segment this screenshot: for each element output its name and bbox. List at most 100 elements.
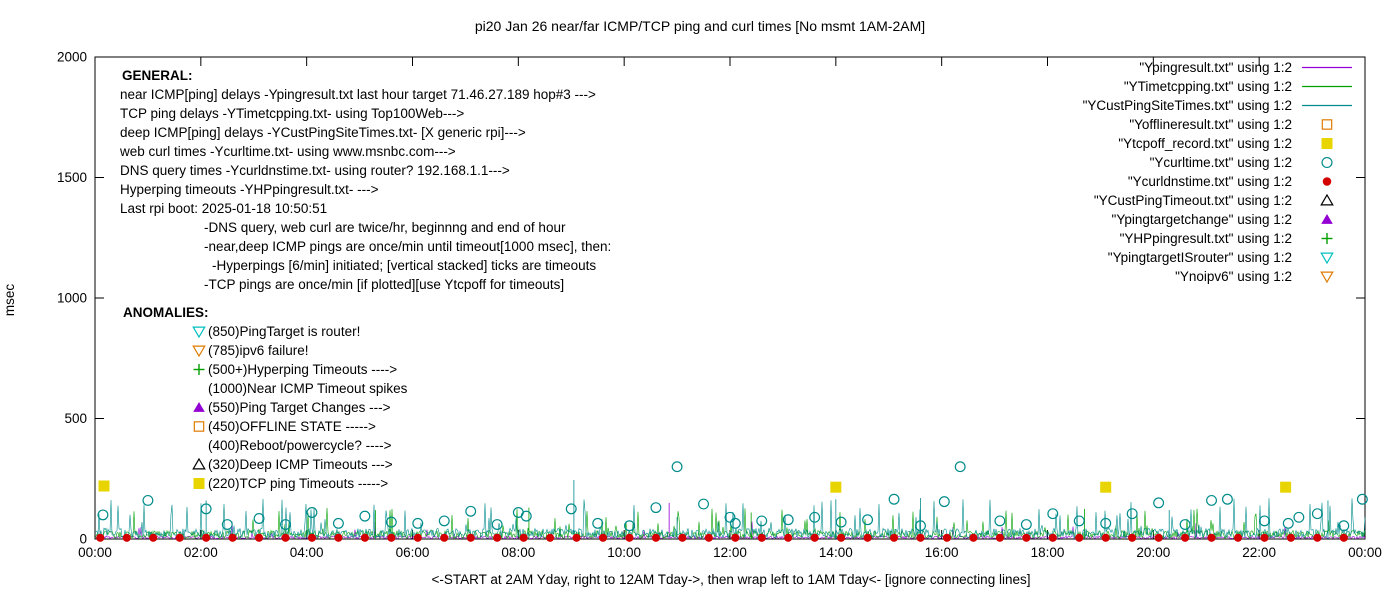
anomaly-item: (320)Deep ICMP Timeouts ---> [208, 457, 393, 472]
marker-open-circle [782, 514, 794, 526]
marker-filled-circle [757, 533, 766, 542]
marker-open-circle [862, 514, 874, 526]
general-line: near ICMP[ping] delays -Ypingresult.txt … [120, 87, 596, 102]
marker-filled-circle [810, 533, 819, 542]
x-tick-label: 18:00 [1031, 545, 1065, 560]
marker-open-circle [1020, 519, 1032, 530]
marker-open-circle [491, 519, 503, 530]
marker-filled-circle [1075, 533, 1084, 542]
marker-open-circle [1321, 156, 1333, 169]
marker-open-circle [809, 511, 821, 523]
marker-open-circle [97, 509, 109, 521]
marker-open-circle [1311, 508, 1323, 520]
marker-filled-circle [837, 533, 846, 542]
marker-filled-circle [493, 533, 502, 542]
marker-open-circle [888, 493, 900, 505]
annotations-block: GENERAL: near ICMP[ping] delays -Ypingres… [119, 68, 611, 491]
marker-open-circle [565, 503, 577, 515]
general-line: -near,deep ICMP pings are once/min until… [204, 239, 611, 254]
general-line: web curl times -Ycurltime.txt- using www… [119, 144, 456, 159]
marker-open-circle [412, 517, 424, 529]
x-axis-label: <-START at 2AM Yday, right to 12AM Tday-… [432, 572, 1031, 587]
plot-area: 0 500 1000 1500 2000 00:00 02:00 04:00 06:00 08:0… [57, 50, 1382, 560]
legend-label: "Ynoipv6" using 1:2 [1175, 269, 1292, 284]
marker-filled-circle [360, 533, 369, 542]
marker-open-circle [359, 510, 371, 522]
marker-open-circle [729, 517, 741, 529]
general-line: Hyperping timeouts -YHPpingresult.txt- -… [120, 182, 379, 197]
series-line-2 [94, 498, 1366, 539]
marker-filled-circle [149, 533, 158, 542]
marker-filled-circle [202, 533, 211, 542]
general-line: -DNS query, web curl are twice/hr, begin… [204, 220, 566, 235]
series-layer [94, 461, 1368, 542]
marker-filled-circle [1181, 533, 1190, 542]
x-tick-label: 00:00 [78, 545, 112, 560]
legend-label: "Ytcpoff_record.txt" using 1:2 [1118, 136, 1292, 151]
y-tick-label: 1000 [57, 291, 87, 306]
marker-filled-circle [784, 533, 793, 542]
marker-open-circle [623, 520, 635, 532]
marker-filled-square [193, 478, 205, 489]
marker-open-circle [1356, 493, 1368, 505]
marker-filled-circle [942, 533, 952, 542]
marker-open-circle [1179, 519, 1191, 530]
marker-filled-circle [440, 533, 449, 542]
marker-filled-circle [1101, 533, 1110, 542]
y-axis-label: msec [2, 284, 17, 317]
anomaly-item: (550)Ping Target Changes ---> [208, 400, 391, 415]
marker-filled-circle [1313, 533, 1322, 542]
marker-open-circle [221, 519, 233, 530]
general-line: -Hyperpings [6/min] initiated; [vertical… [212, 258, 596, 273]
anomaly-item: (785)ipv6 failure! [208, 343, 309, 358]
marker-open-circle [938, 496, 950, 508]
marker-open-circle [915, 520, 926, 532]
legend-label: "Ypingtargetchange" using 1:2 [1112, 212, 1292, 227]
marker-filled-square [830, 481, 842, 493]
marker-open-circle [1073, 515, 1085, 527]
legend-label: "YHPpingresult.txt" using 1:2 [1120, 231, 1292, 246]
general-heading: GENERAL: [122, 68, 193, 83]
marker-open-circle [142, 494, 154, 506]
marker-filled-circle [1128, 533, 1137, 542]
x-tick-label: 06:00 [396, 545, 430, 560]
marker-filled-circle [651, 533, 660, 542]
marker-open-circle [332, 517, 344, 529]
marker-filled-circle [863, 533, 872, 542]
marker-open-circle [438, 515, 450, 527]
x-tick-label: 10:00 [607, 545, 641, 560]
marker-open-circle [1338, 520, 1350, 532]
anomaly-item: (400)Reboot/powercycle? ----> [208, 438, 392, 453]
general-line: Last rpi boot: 2025-01-18 10:50:51 [120, 201, 327, 216]
anomaly-item: (1000)Near ICMP Timeout spikes [208, 381, 408, 396]
legend-label: "YCustPingTimeout.txt" using 1:2 [1094, 193, 1292, 208]
marker-filled-square [1100, 481, 1112, 493]
marker-open-square [1321, 119, 1333, 130]
marker-open-circle [1100, 517, 1112, 529]
marker-open-circle [1047, 508, 1059, 520]
general-line: -TCP pings are once/min [if plotted][use… [204, 277, 564, 292]
chart-title: pi20 Jan 26 near/far ICMP/TCP ping and c… [475, 18, 925, 34]
marker-filled-circle [1260, 533, 1269, 542]
anomaly-item: (850)PingTarget is router! [208, 324, 360, 339]
marker-filled-circle [625, 533, 634, 542]
marker-filled-circle [519, 533, 528, 542]
general-line: deep ICMP[ping] delays -YCustPingSiteTim… [120, 125, 526, 140]
marker-open-circle [520, 510, 532, 522]
marker-filled-circle [916, 533, 925, 542]
marker-filled-triangle-up [193, 402, 205, 412]
marker-filled-circle [678, 533, 687, 542]
marker-filled-circle [889, 533, 899, 542]
legend-label: "Ycurldnstime.txt" using 1:2 [1128, 174, 1292, 189]
marker-open-circle [1206, 494, 1218, 506]
general-line: DNS query times -Ycurldnstime.txt- using… [120, 163, 510, 178]
series-line-0 [94, 521, 1366, 540]
marker-filled-circle [413, 533, 422, 542]
marker-open-circle [465, 505, 477, 517]
marker-open-circle [385, 516, 397, 528]
marker-filled-circle [228, 533, 237, 542]
legend-label: "YCustPingSiteTimes.txt" using 1:2 [1083, 98, 1292, 113]
marker-open-circle [835, 516, 847, 528]
anomaly-item: (220)TCP ping Timeouts -----> [208, 476, 388, 491]
